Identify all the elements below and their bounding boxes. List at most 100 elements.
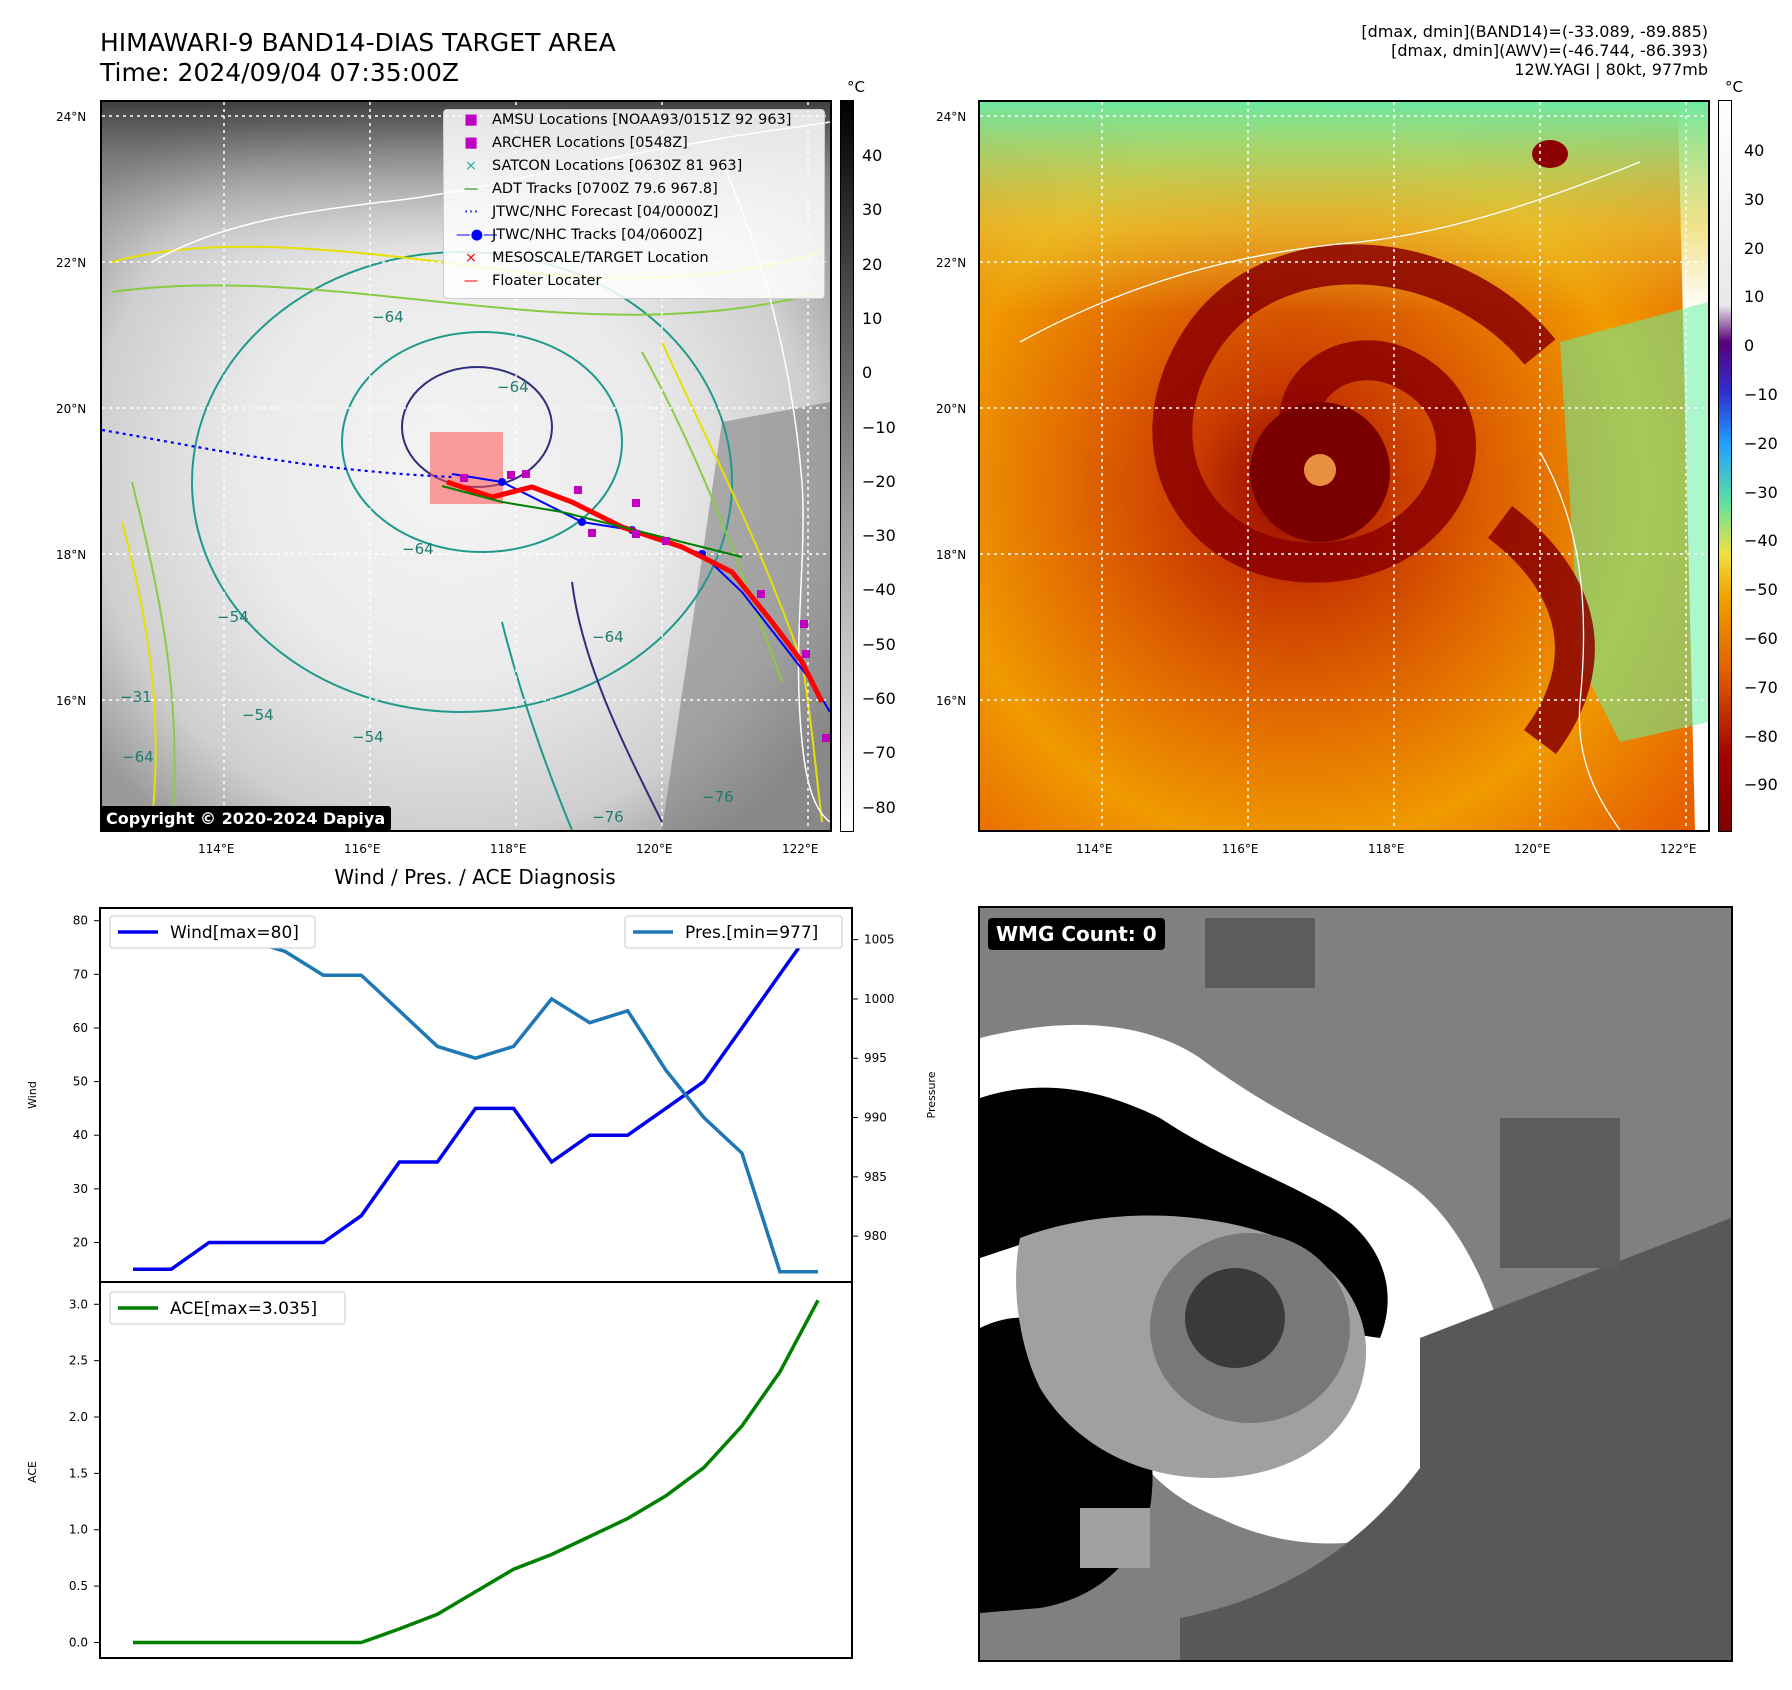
left-cb-tick-2: 20 <box>862 254 883 274</box>
info-block: [dmax, dmin](BAND14)=(-33.089, -89.885) … <box>1361 22 1708 79</box>
contour-label-4: −54 <box>242 706 274 724</box>
ace-tick-5: 2.5 <box>69 1354 88 1368</box>
right-cb-tick-0: 40 <box>1744 141 1765 160</box>
lon-label-left-0: 114°E <box>198 842 235 856</box>
lon-label-left-4: 122°E <box>782 842 819 856</box>
contour-label-1: −64 <box>497 378 529 396</box>
lat-label-right-4: 16°N <box>936 694 967 708</box>
left-colorbar <box>840 100 854 832</box>
legend-label-2: SATCON Locations [0630Z 81 963] <box>492 158 743 174</box>
right-cb-tick-5: −10 <box>1744 385 1778 404</box>
right-cb-tick-10: −60 <box>1744 629 1778 648</box>
contour-label-10: −76 <box>702 788 734 806</box>
wmg-image <box>980 908 1731 1660</box>
lon-label-right-0: 114°E <box>1076 842 1113 856</box>
left-cb-tick-8: −40 <box>862 580 896 600</box>
lon-label-left-3: 120°E <box>636 842 673 856</box>
info-line-1: [dmax, dmin](BAND14)=(-33.089, -89.885) <box>1361 22 1708 41</box>
left-cb-tick-9: −50 <box>862 634 896 654</box>
wind-series-line <box>133 919 820 1272</box>
contour-label-8: −54 <box>352 728 384 746</box>
svg-text:ACE[max=3.035]: ACE[max=3.035] <box>170 1299 317 1319</box>
pres-tick-1: 985 <box>864 1170 887 1184</box>
legend-item-1: ■ ARCHER Locations [0548Z] <box>456 135 688 151</box>
right-cb-tick-12: −80 <box>1744 726 1778 746</box>
ace-tick-0: 0.0 <box>69 1635 88 1649</box>
wind-tick-5: 70 <box>73 967 88 981</box>
left-cb-tick-0: 40 <box>862 146 883 165</box>
right-cb-tick-9: −50 <box>1744 580 1778 600</box>
lat-label-right-2: 20°N <box>936 402 967 416</box>
right-cb-tick-2: 20 <box>1744 238 1765 258</box>
wind-tick-6: 80 <box>73 914 88 928</box>
left-cb-tick-4: 0 <box>862 363 873 383</box>
legend-item-5: —●—JTWC/NHC Tracks [04/0600Z] <box>456 227 703 243</box>
lat-label-left-0: 24°N <box>56 110 87 124</box>
legend-symbol-5: —●— <box>456 227 498 243</box>
left-cb-tick-7: −30 <box>862 526 896 546</box>
pres-legend: Pres.[min=977] <box>624 915 843 949</box>
ace-tick-3: 1.5 <box>69 1466 88 1480</box>
legend-symbol-2: × <box>464 158 478 174</box>
wind-tick-0: 20 <box>73 1235 88 1249</box>
lon-label-right-1: 116°E <box>1222 842 1259 856</box>
ace-tick-2: 1.0 <box>69 1523 88 1537</box>
lat-label-right-1: 22°N <box>936 256 967 270</box>
right-cb-tick-4: 0 <box>1744 336 1755 356</box>
legend-label-5: JTWC/NHC Tracks [04/0600Z] <box>492 227 703 243</box>
pres-ylabel: Pressure <box>925 1071 938 1118</box>
floater-track <box>446 479 825 704</box>
lon-label-right-3: 120°E <box>1514 842 1551 856</box>
lat-label-left-3: 18°N <box>56 548 87 562</box>
legend-item-0: ■ AMSU Locations [NOAA93/0151Z 92 963] <box>456 112 791 128</box>
legend-item-4: ⋯ JTWC/NHC Forecast [04/0000Z] <box>456 204 719 220</box>
ace-tick-6: 3.0 <box>69 1297 88 1311</box>
legend-label-4: JTWC/NHC Forecast [04/0000Z] <box>492 204 719 220</box>
legend-item-6: × MESOSCALE/TARGET Location <box>456 250 709 266</box>
legend-item-3: — ADT Tracks [0700Z 79.6 967.8] <box>456 181 718 197</box>
contour-label-9: −31 <box>120 688 152 706</box>
title-line-1: HIMAWARI-9 BAND14-DIAS TARGET AREA <box>100 28 616 57</box>
legend-symbol-1: ■ <box>464 135 478 151</box>
left-cb-tick-11: −70 <box>862 743 896 763</box>
pres-tick-2: 990 <box>864 1111 887 1125</box>
contour-label-6: −76 <box>592 808 624 826</box>
right-awv-map <box>978 100 1710 832</box>
wind-pres-frame <box>99 907 853 1283</box>
legend-symbol-6: × <box>464 250 478 266</box>
left-cb-tick-10: −60 <box>862 689 896 708</box>
lat-label-right-0: 24°N <box>936 110 967 124</box>
legend-symbol-4: ⋯ <box>463 204 479 220</box>
pres-tick-4: 1000 <box>864 992 895 1006</box>
right-map-svg <box>980 102 1708 830</box>
wmg-panel <box>978 906 1733 1662</box>
lat-label-right-3: 18°N <box>936 548 967 562</box>
ace-series-line <box>133 1299 820 1645</box>
left-cb-tick-6: −20 <box>862 471 896 491</box>
title-line-2: Time: 2024/09/04 07:35:00Z <box>100 58 459 87</box>
lon-label-left-2: 118°E <box>490 842 527 856</box>
lat-label-left-4: 16°N <box>56 694 87 708</box>
legend-label-0: AMSU Locations [NOAA93/0151Z 92 963] <box>492 112 792 128</box>
contour-label-2: −64 <box>402 540 434 558</box>
info-line-3: 12W.YAGI | 80kt, 977mb <box>1514 60 1708 79</box>
pres-series-line <box>133 926 818 1274</box>
right-colorbar <box>1718 100 1732 832</box>
left-cb-tick-5: −10 <box>862 417 896 437</box>
svg-text:Wind[max=80]: Wind[max=80] <box>170 923 299 943</box>
legend-label-1: ARCHER Locations [0548Z] <box>492 135 688 151</box>
left-cb-tick-1: 30 <box>862 200 883 220</box>
wind-tick-4: 60 <box>73 1021 88 1035</box>
right-cb-tick-1: 30 <box>1744 189 1765 209</box>
pres-tick-5: 1005 <box>864 933 895 947</box>
right-cb-tick-11: −70 <box>1744 677 1778 697</box>
lon-label-left-1: 116°E <box>344 842 381 856</box>
pres-tick-3: 995 <box>864 1051 887 1065</box>
legend-symbol-7: — <box>463 273 479 289</box>
legend-label-7: Floater Locater <box>492 273 602 289</box>
lon-label-right-2: 118°E <box>1368 842 1405 856</box>
wind-legend: Wind[max=80] <box>109 915 316 949</box>
lon-label-right-4: 122°E <box>1660 842 1697 856</box>
lat-label-left-1: 22°N <box>56 256 87 270</box>
adt-track <box>441 485 743 558</box>
